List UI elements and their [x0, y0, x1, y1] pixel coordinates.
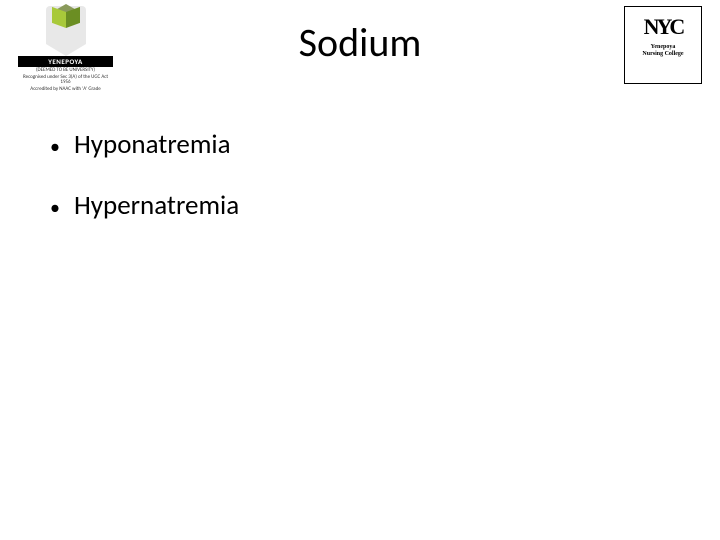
nyc-icon: NYC	[644, 16, 683, 38]
logo-left-sub2: Recognised under Sec 3(A) of the UGC Act…	[18, 75, 113, 86]
bullet-text: Hyponatremia	[74, 128, 231, 161]
slide-content: • Hyponatremia • Hypernatremia	[0, 90, 720, 222]
slide-title: Sodium	[0, 18, 720, 67]
logo-right: NYC Yenepoya Nursing College	[624, 6, 702, 84]
logo-right-line2: Nursing College	[642, 51, 683, 58]
list-item: • Hypernatremia	[50, 189, 670, 222]
logo-right-line1: Yenepoya	[642, 44, 683, 51]
list-item: • Hyponatremia	[50, 128, 670, 161]
slide-header: YENEPOYA (DEEMED TO BE UNIVERSITY) Recog…	[0, 0, 720, 90]
bullet-icon: •	[50, 134, 60, 160]
bullet-text: Hypernatremia	[74, 189, 239, 222]
logo-left-sub1: (DEEMED TO BE UNIVERSITY)	[18, 68, 113, 74]
bullet-icon: •	[50, 195, 60, 221]
logo-left-sub3: Accredited by NAAC with 'A' Grade	[18, 87, 113, 93]
